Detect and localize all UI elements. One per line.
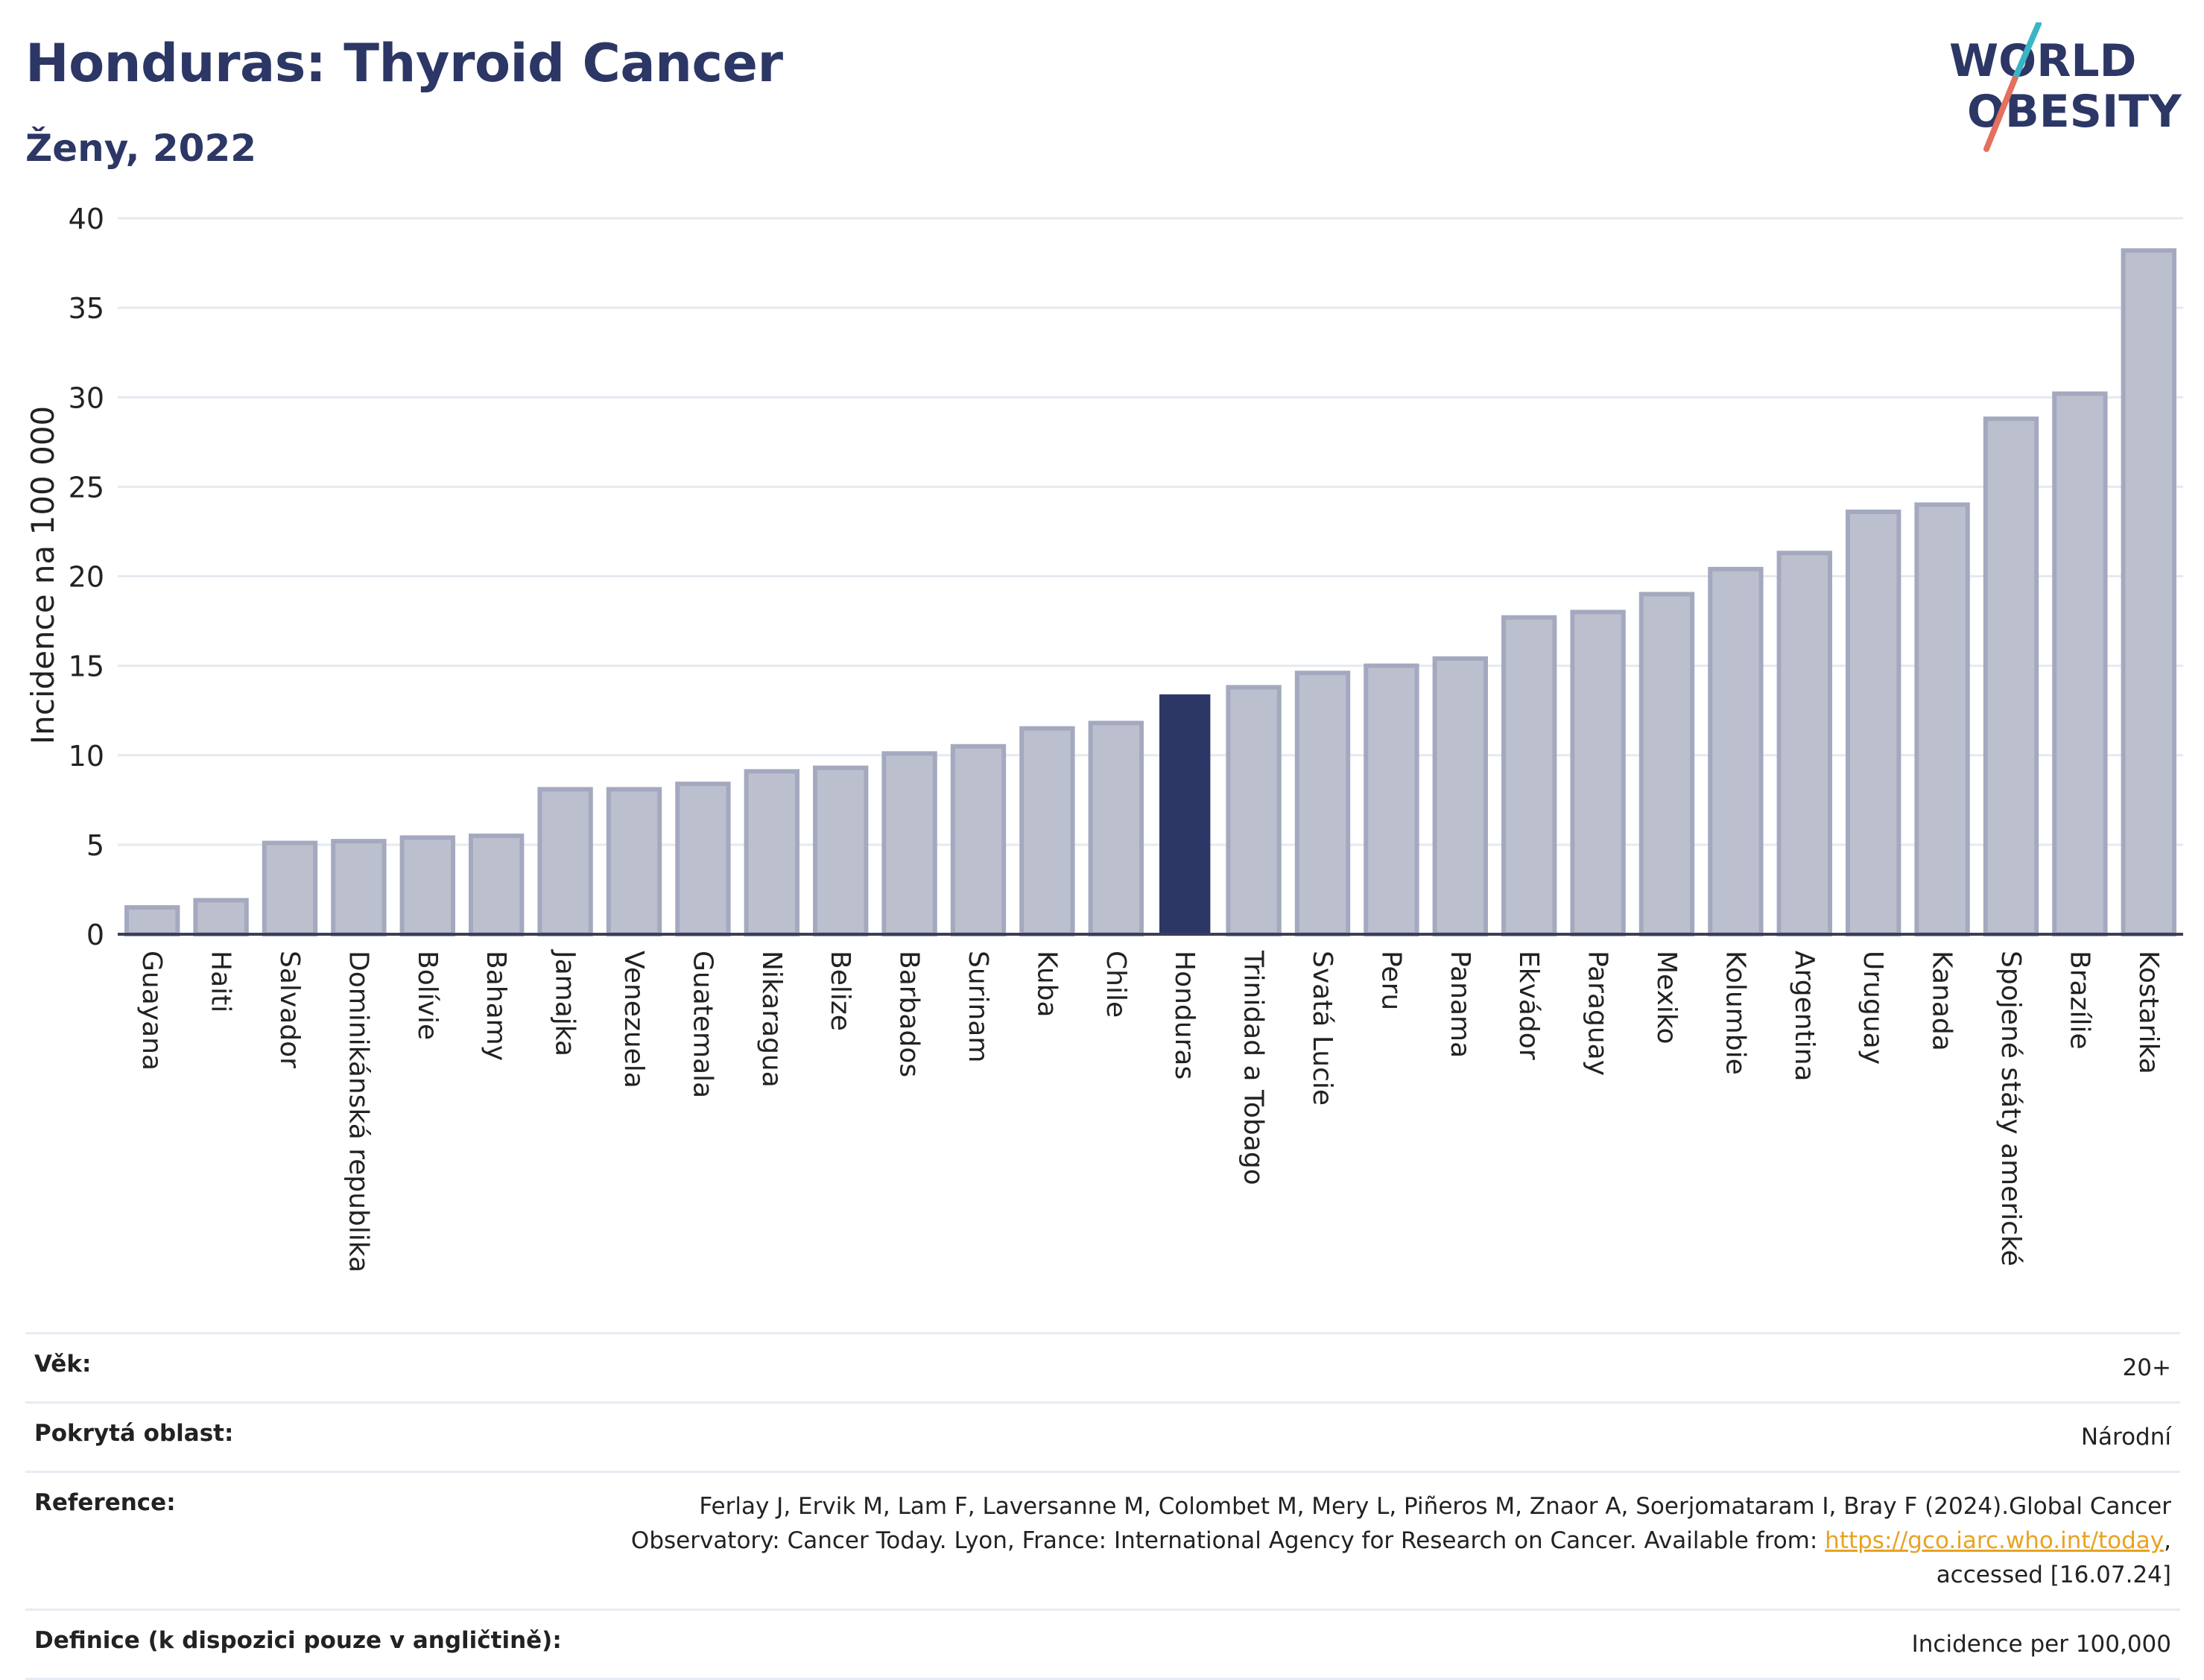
x-tick-label: Brazílie: [2064, 951, 2094, 1050]
x-tick-label: Salvador: [274, 951, 305, 1068]
logo-slash-bottom: [1983, 76, 2018, 152]
bar-dominikánská-republika: [331, 839, 387, 936]
bar-uruguay: [1846, 510, 1901, 936]
bar-mexiko: [1638, 592, 1695, 937]
x-tick-label: Trinidad a Tobago: [1238, 950, 1269, 1185]
bar-paraguay: [1570, 609, 1626, 936]
x-tick-label: Barbados: [894, 951, 925, 1077]
bar-trinidad-a-tobago: [1226, 685, 1282, 937]
x-tick-label: Guayana: [136, 951, 167, 1071]
bar-belize: [813, 765, 869, 936]
reference-text-1: Ferlay J, Ervik M, Lam F, Laversanne M, …: [699, 1493, 2171, 1520]
area-value: Národní: [2080, 1424, 2171, 1451]
logo-word-world: WORLD: [1949, 35, 2136, 87]
x-tick-label: Kuba: [1031, 951, 1062, 1018]
x-tick-label: Dominikánská republika: [343, 951, 373, 1272]
bar-surinam: [950, 744, 1007, 936]
x-tick-labels: Guayana Haiti Salvador Dominikánská republi…: [136, 949, 2164, 1272]
info-row-reference: Reference: Ferlay J, Ervik M, Lam F, Lav…: [25, 1471, 2180, 1608]
x-tick-label: Jamajka: [550, 949, 580, 1056]
x-tick-label: Honduras: [1169, 951, 1200, 1080]
reference-text-2: Observatory: Cancer Today. Lyon, France:…: [630, 1527, 1825, 1554]
bars: [124, 248, 2176, 937]
bar-kuba: [1019, 726, 1075, 937]
info-row-definition: Definice (k dispozici pouze v angličtině…: [25, 1608, 2180, 1680]
bar-jamajka: [537, 787, 593, 936]
bar-kostarika: [2121, 248, 2176, 936]
bar-kolumbie: [1708, 566, 1764, 936]
x-tick-label: Spojené státy americké: [1995, 951, 2026, 1267]
y-tick-label: 25: [69, 471, 104, 504]
bar-bolívie: [399, 835, 455, 937]
x-tick-label: Kolumbie: [1720, 951, 1750, 1075]
x-tick-label: Kanada: [1927, 951, 1957, 1051]
age-label: Věk:: [34, 1351, 92, 1378]
area-label: Pokrytá oblast:: [34, 1420, 234, 1447]
info-table: Věk: 20+ Pokrytá oblast: Národní Referen…: [25, 1332, 2180, 1680]
reference-text-4: accessed [16.07.24]: [1936, 1562, 2171, 1588]
bar-venezuela: [606, 787, 662, 936]
world-obesity-logo: WORLD OBESITY: [1949, 22, 2182, 152]
bar-bahamy: [469, 833, 525, 937]
bar-kanada: [1914, 502, 1970, 936]
bar-nikaragua: [744, 769, 799, 937]
y-tick-label: 5: [86, 829, 104, 862]
y-tick-label: 15: [69, 650, 104, 683]
y-tick-label: 40: [69, 203, 104, 235]
definition-label: Definice (k dispozici pouze v angličtině…: [34, 1627, 562, 1654]
y-tick-label: 0: [86, 919, 104, 951]
bar-salvador: [262, 840, 318, 937]
x-tick-label: Chile: [1101, 951, 1131, 1018]
y-tick-label: 10: [69, 740, 104, 773]
bar-guatemala: [675, 782, 731, 936]
bar-peru: [1364, 663, 1419, 936]
reference-value: Ferlay J, Ervik M, Lam F, Laversanne M, …: [631, 1489, 2171, 1592]
x-tick-label: Belize: [825, 951, 855, 1031]
bar-guayana: [124, 904, 180, 937]
x-tick-label: Ekvádor: [1513, 951, 1544, 1060]
x-tick-label: Venezuela: [618, 951, 649, 1088]
bar-haiti: [193, 898, 249, 937]
bar-chart: 0 5 10 15 20 25 30 35 40 Guayana Haiti Salvador Dom…: [25, 203, 2183, 1272]
definition-value: Incidence per 100,000: [1911, 1631, 2171, 1658]
age-value: 20+: [2122, 1354, 2171, 1381]
x-tick-label: Bolívie: [412, 951, 443, 1040]
x-tick-label: Argentina: [1789, 951, 1820, 1082]
x-tick-label: Mexiko: [1651, 951, 1682, 1044]
bar-honduras: [1159, 694, 1211, 934]
y-tick-label: 20: [69, 561, 104, 594]
x-tick-label: Svatá Lucie: [1307, 951, 1337, 1106]
reference-label: Reference:: [34, 1489, 176, 1516]
bar-svatá-lucie: [1294, 671, 1351, 936]
bar-panama: [1432, 656, 1488, 936]
y-axis-label: Incidence na 100 000: [25, 406, 61, 745]
chart-title: Honduras: Thyroid Cancer: [25, 33, 783, 94]
x-tick-label: Panama: [1445, 951, 1475, 1058]
x-tick-label: Bahamy: [481, 951, 511, 1061]
y-tick-label: 35: [69, 292, 104, 325]
bar-brazílie: [2052, 391, 2108, 936]
logo-slash-top: [2012, 22, 2042, 82]
x-tick-label: Guatemala: [687, 951, 718, 1098]
x-tick-label: Haiti: [206, 951, 236, 1012]
x-tick-label: Surinam: [963, 951, 993, 1062]
x-tick-label: Peru: [1375, 951, 1406, 1010]
y-tick-labels: 0 5 10 15 20 25 30 35 40: [69, 203, 104, 951]
info-row-area: Pokrytá oblast: Národní: [25, 1401, 2180, 1471]
chart-subtitle: Ženy, 2022: [25, 127, 257, 170]
bar-ekvádor: [1501, 615, 1557, 936]
bar-spojené-státy-americké: [1983, 416, 2039, 936]
x-tick-label: Uruguay: [1858, 951, 1888, 1065]
x-tick-label: Paraguay: [1583, 951, 1613, 1076]
info-row-age: Věk: 20+: [25, 1332, 2180, 1401]
bar-chile: [1088, 720, 1144, 936]
x-tick-label: Kostarika: [2133, 951, 2164, 1074]
x-tick-label: Nikaragua: [756, 951, 787, 1088]
bar-argentina: [1776, 551, 1832, 937]
grid-lines: [118, 217, 2183, 846]
reference-link[interactable]: https://gco.iarc.who.int/today: [1825, 1527, 2165, 1554]
reference-text-3: ,: [2164, 1527, 2171, 1554]
bar-barbados: [881, 751, 937, 936]
y-tick-label: 30: [69, 381, 104, 414]
